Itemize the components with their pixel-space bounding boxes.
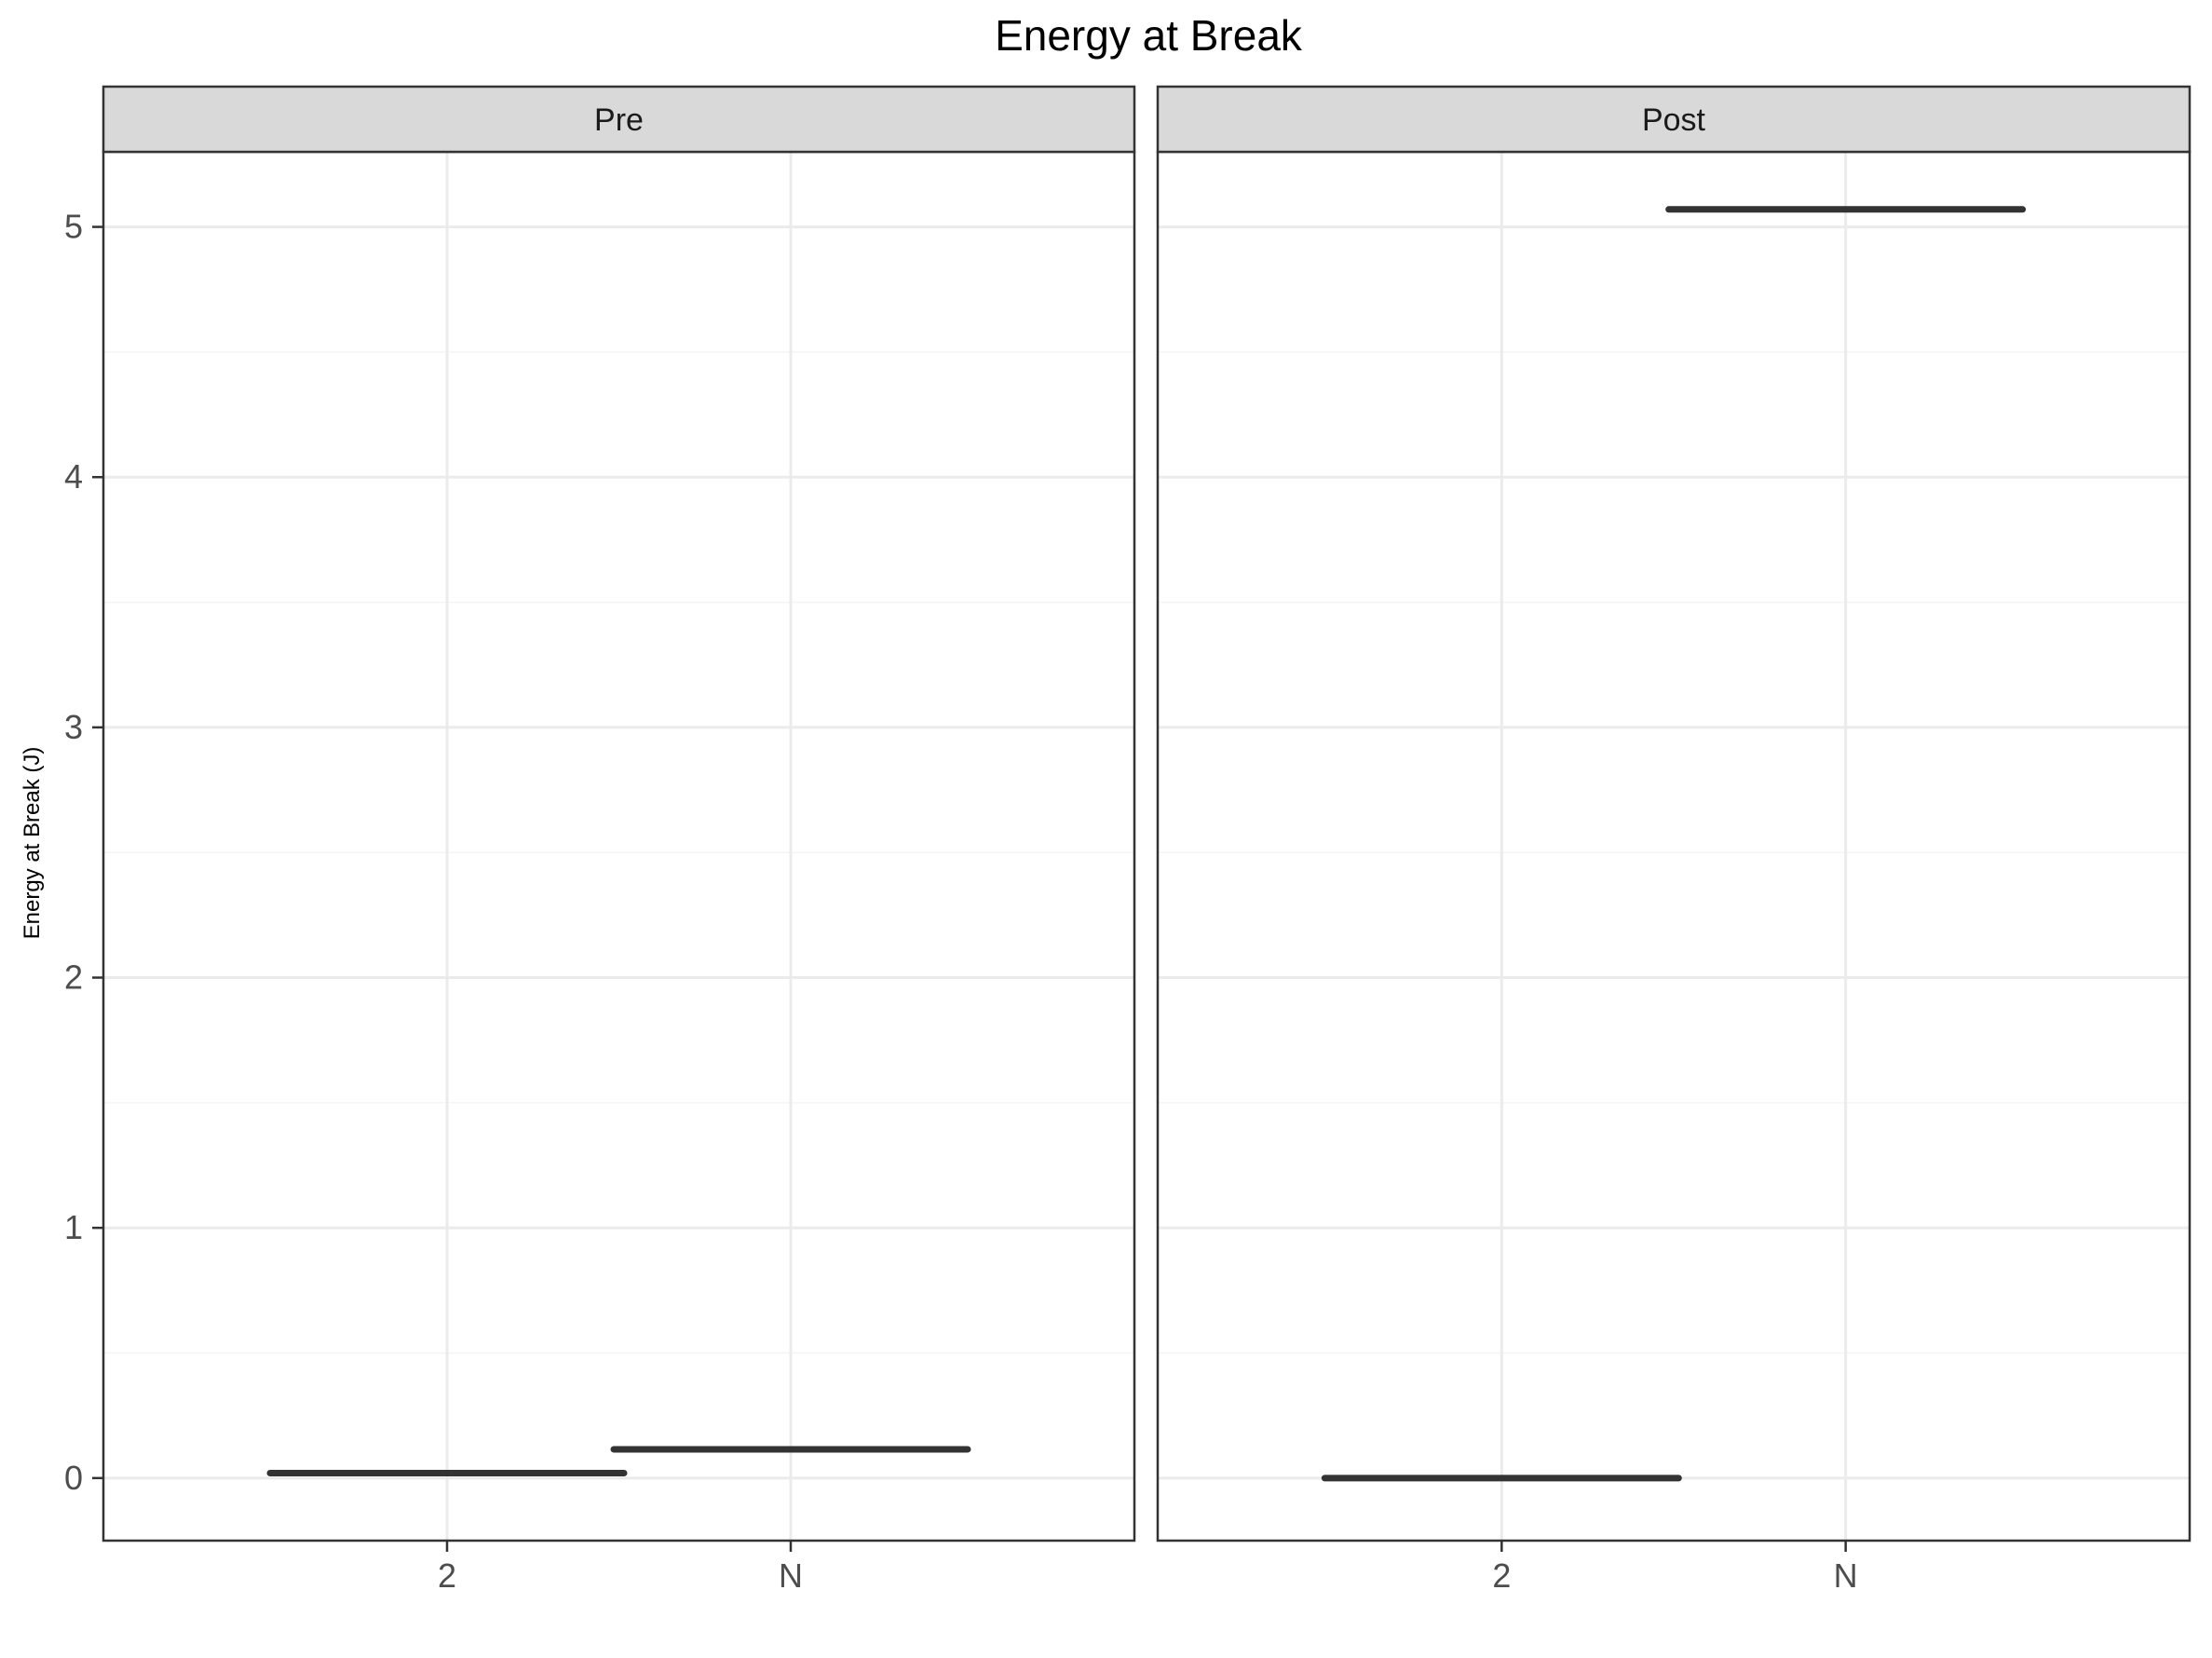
y-tick-label: 3 — [64, 708, 83, 746]
x-tick-label: 2 — [438, 1556, 456, 1595]
y-tick-label: 2 — [64, 958, 83, 997]
y-tick-label: 0 — [64, 1459, 83, 1497]
chart-title: Energy at Break — [995, 11, 1303, 60]
x-tick-label: 2 — [1492, 1556, 1511, 1595]
x-tick-label: N — [1834, 1556, 1858, 1595]
facet-panel-pre: Pre 2 N — [102, 85, 1136, 1595]
facet-strip-label: Post — [1642, 102, 1706, 138]
y-axis-label: Energy at Break (J) — [20, 747, 45, 940]
facets-layer: Pre 2 N Post 2 N 0 1 2 3 4 5 — [64, 85, 2192, 1595]
y-tick-label: 4 — [64, 457, 83, 496]
panel-background — [1158, 152, 2190, 1541]
facet-panel-post: Post 2 N — [1156, 85, 2192, 1595]
x-tick-label: N — [779, 1556, 803, 1595]
facet-strip — [102, 85, 1136, 154]
y-tick-label: 5 — [64, 208, 83, 246]
facet-strip — [1156, 85, 2192, 154]
y-tick-label: 1 — [64, 1208, 83, 1246]
facet-strip-label: Pre — [594, 102, 644, 138]
panel-background — [103, 152, 1134, 1541]
